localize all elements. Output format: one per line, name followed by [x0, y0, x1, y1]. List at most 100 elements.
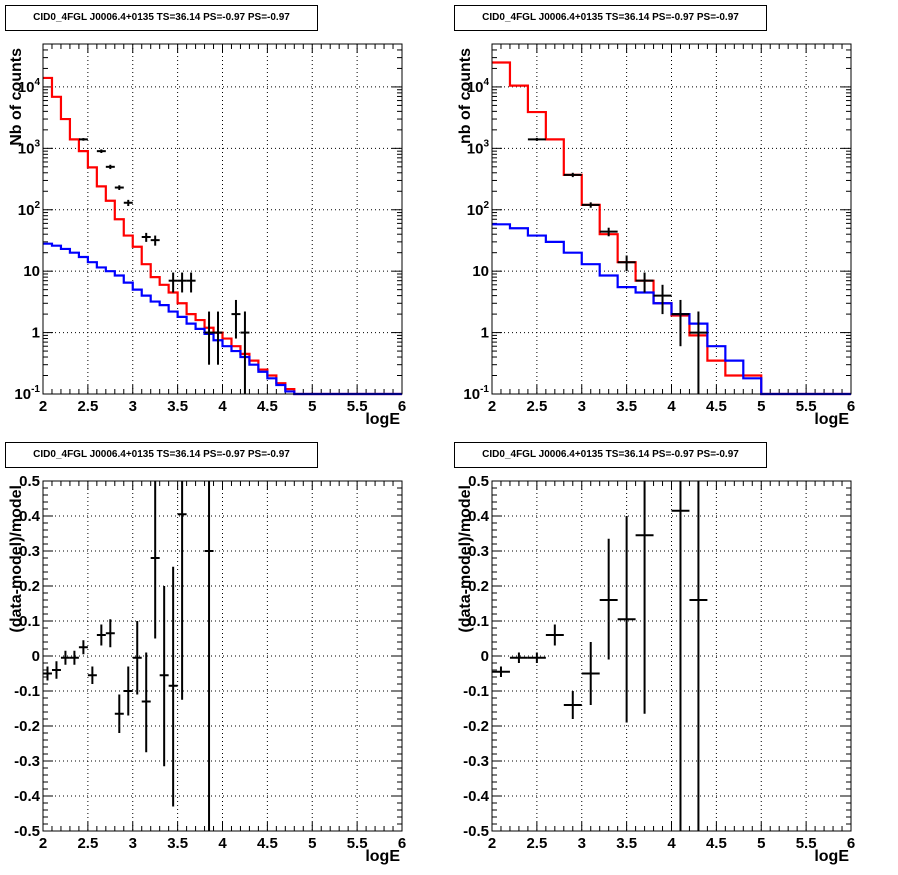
- data-point: [168, 272, 178, 293]
- y-tick-label: -0.2: [14, 718, 40, 735]
- y-tick-label: 1: [32, 325, 40, 342]
- data-point: [231, 299, 241, 339]
- plot-panel-1: 2 2.5 3 3.5 4 4.5 5 5.5 6 10-1 1 10 102 103 104 logE nb …: [457, 43, 855, 428]
- plot-frame: [491, 43, 852, 395]
- x-tick-label: 5.5: [347, 835, 368, 852]
- x-tick-label: 6: [847, 398, 855, 415]
- plot-panel-3: 2 2.5 3 3.5 4 4.5 5 5.5 6 -0.5 -0.4 -0.3 -0.2 -0.1 0 0.…: [457, 473, 855, 865]
- chart-title-top-right: CID0_4FGL J0006.4+0135 TS=36.14 PS=-0.97…: [454, 5, 767, 31]
- data-point: [96, 624, 106, 646]
- x-tick-label: 2: [39, 835, 47, 852]
- y-tick-label: -0.3: [463, 753, 489, 770]
- y-tick-label: 104: [467, 77, 490, 96]
- x-tick-label: 4.5: [706, 835, 727, 852]
- y-axis-label: nb of counts: [457, 48, 474, 144]
- x-tick-label: 5.5: [796, 835, 817, 852]
- y-tick-label: 0.4: [468, 508, 490, 525]
- data-point: [240, 311, 250, 394]
- data-point: [617, 516, 636, 723]
- data-point: [509, 652, 528, 663]
- data-point: [87, 666, 97, 684]
- data-point: [150, 235, 160, 246]
- y-tick-label: 10: [23, 263, 40, 280]
- data-point: [581, 642, 600, 705]
- y-tick-label: 10-1: [14, 384, 40, 403]
- y-tick-label: 0.2: [19, 578, 40, 595]
- data-point: [123, 199, 133, 207]
- plot-panel-0: 2 2.5 3 3.5 4 4.5 5 5.5 6 10-1 1 10 102 103 104 logE Nb …: [8, 43, 406, 428]
- plot-frame: [491, 480, 852, 832]
- x-tick-label: 4.5: [706, 398, 727, 415]
- data-point: [545, 624, 564, 646]
- data-point: [563, 691, 582, 719]
- y-tick-label: 103: [18, 138, 41, 157]
- x-axis-label: logE: [365, 411, 400, 428]
- x-tick-label: 5: [757, 398, 765, 415]
- data-point: [159, 586, 169, 767]
- model-histogram-blue: [43, 242, 402, 396]
- plot-panel-2: 2 2.5 3 3.5 4 4.5 5 5.5 6 -0.5 -0.4 -0.3 -0.2 -0.1 0 0.…: [8, 473, 406, 865]
- y-tick-label: 10-1: [463, 384, 489, 403]
- y-tick-label: 1: [481, 325, 489, 342]
- y-tick-label: 102: [18, 200, 41, 219]
- chart-title-bottom-left: CID0_4FGL J0006.4+0135 TS=36.14 PS=-0.97…: [5, 442, 318, 468]
- y-tick-label: -0.3: [14, 753, 40, 770]
- y-tick-label: 0.3: [468, 543, 489, 560]
- x-axis-label: logE: [814, 411, 849, 428]
- data-point: [105, 619, 115, 648]
- y-tick-label: -0.4: [463, 788, 490, 805]
- y-tick-label: 0.5: [468, 473, 489, 490]
- y-tick-label: -0.4: [14, 788, 41, 805]
- data-point: [177, 481, 187, 700]
- x-tick-label: 5.5: [347, 398, 368, 415]
- x-tick-label: 3: [578, 835, 586, 852]
- x-tick-label: 3: [129, 835, 137, 852]
- data-point: [123, 666, 133, 716]
- data-point: [653, 284, 672, 315]
- data-point: [132, 621, 142, 695]
- y-tick-label: 0.1: [468, 613, 489, 630]
- y-tick-label: 0.5: [19, 473, 40, 490]
- data-point: [492, 666, 510, 677]
- data-point: [141, 232, 151, 242]
- x-tick-label: 5: [308, 835, 316, 852]
- x-tick-label: 6: [398, 835, 406, 852]
- y-tick-label: 0.4: [19, 508, 41, 525]
- y-tick-label: -0.1: [14, 683, 40, 700]
- x-axis-label: logE: [365, 848, 400, 865]
- chart-title-top-left: CID0_4FGL J0006.4+0135 TS=36.14 PS=-0.97…: [5, 5, 318, 31]
- data-point: [635, 272, 654, 293]
- x-tick-label: 5: [757, 835, 765, 852]
- x-tick-label: 2: [488, 398, 496, 415]
- data-point: [599, 538, 618, 660]
- y-tick-label: 0.3: [19, 543, 40, 560]
- data-point: [96, 149, 106, 153]
- y-tick-label: 0.1: [19, 613, 40, 630]
- data-point: [114, 185, 124, 190]
- data-point: [114, 694, 124, 733]
- data-point: [617, 255, 636, 272]
- x-tick-label: 4: [667, 398, 676, 415]
- y-tick-label: 102: [467, 200, 490, 219]
- data-point: [105, 164, 115, 170]
- y-tick-label: -0.5: [14, 823, 40, 840]
- x-tick-label: 3.5: [616, 835, 637, 852]
- x-tick-label: 2: [488, 835, 496, 852]
- data-point: [204, 311, 214, 365]
- y-tick-label: -0.5: [463, 823, 489, 840]
- x-tick-label: 4.5: [257, 398, 278, 415]
- x-tick-label: 2.5: [77, 835, 98, 852]
- y-axis-label: Nb of counts: [8, 48, 25, 146]
- data-point: [150, 481, 160, 639]
- y-tick-label: -0.1: [463, 683, 489, 700]
- data-point: [635, 481, 654, 714]
- y-axis-label: (data-model)/model: [457, 485, 474, 633]
- x-tick-label: 4: [218, 398, 227, 415]
- chart-title-bottom-right: CID0_4FGL J0006.4+0135 TS=36.14 PS=-0.97…: [454, 442, 767, 468]
- data-point: [527, 652, 546, 663]
- y-tick-label: -0.2: [463, 718, 489, 735]
- data-point: [671, 299, 690, 347]
- y-tick-label: 0.2: [468, 578, 489, 595]
- x-tick-label: 2: [39, 398, 47, 415]
- x-tick-label: 3.5: [167, 835, 188, 852]
